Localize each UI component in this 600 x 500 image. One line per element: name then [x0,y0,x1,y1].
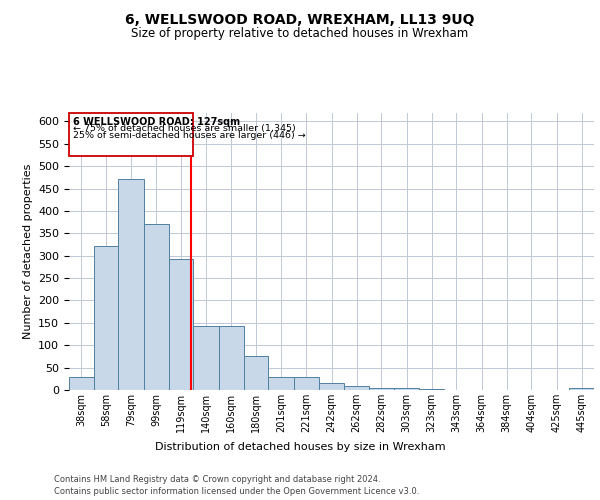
Bar [419,389,444,390]
Bar [69,114,193,156]
Bar [369,388,394,390]
Bar [319,384,344,390]
Text: ← 75% of detached houses are smaller (1,345): ← 75% of detached houses are smaller (1,… [73,124,295,133]
Text: 6, WELLSWOOD ROAD, WREXHAM, LL13 9UQ: 6, WELLSWOOD ROAD, WREXHAM, LL13 9UQ [125,12,475,26]
Bar [344,386,369,390]
Bar [69,376,94,390]
Bar [219,326,244,390]
Text: Size of property relative to detached houses in Wrexham: Size of property relative to detached ho… [131,28,469,40]
Bar [294,378,319,390]
Bar [193,326,219,390]
Y-axis label: Number of detached properties: Number of detached properties [23,164,32,339]
Bar [118,178,144,390]
Text: Contains HM Land Registry data © Crown copyright and database right 2024.: Contains HM Land Registry data © Crown c… [54,474,380,484]
Bar [268,376,294,390]
Bar [244,356,268,390]
Text: 6 WELLSWOOD ROAD: 127sqm: 6 WELLSWOOD ROAD: 127sqm [73,117,240,127]
Bar [144,224,169,390]
Bar [394,388,419,390]
Text: Distribution of detached houses by size in Wrexham: Distribution of detached houses by size … [155,442,445,452]
Bar [169,260,193,390]
Text: Contains public sector information licensed under the Open Government Licence v3: Contains public sector information licen… [54,486,419,496]
Bar [569,388,594,390]
Bar [94,246,118,390]
Text: 25% of semi-detached houses are larger (446) →: 25% of semi-detached houses are larger (… [73,132,305,140]
